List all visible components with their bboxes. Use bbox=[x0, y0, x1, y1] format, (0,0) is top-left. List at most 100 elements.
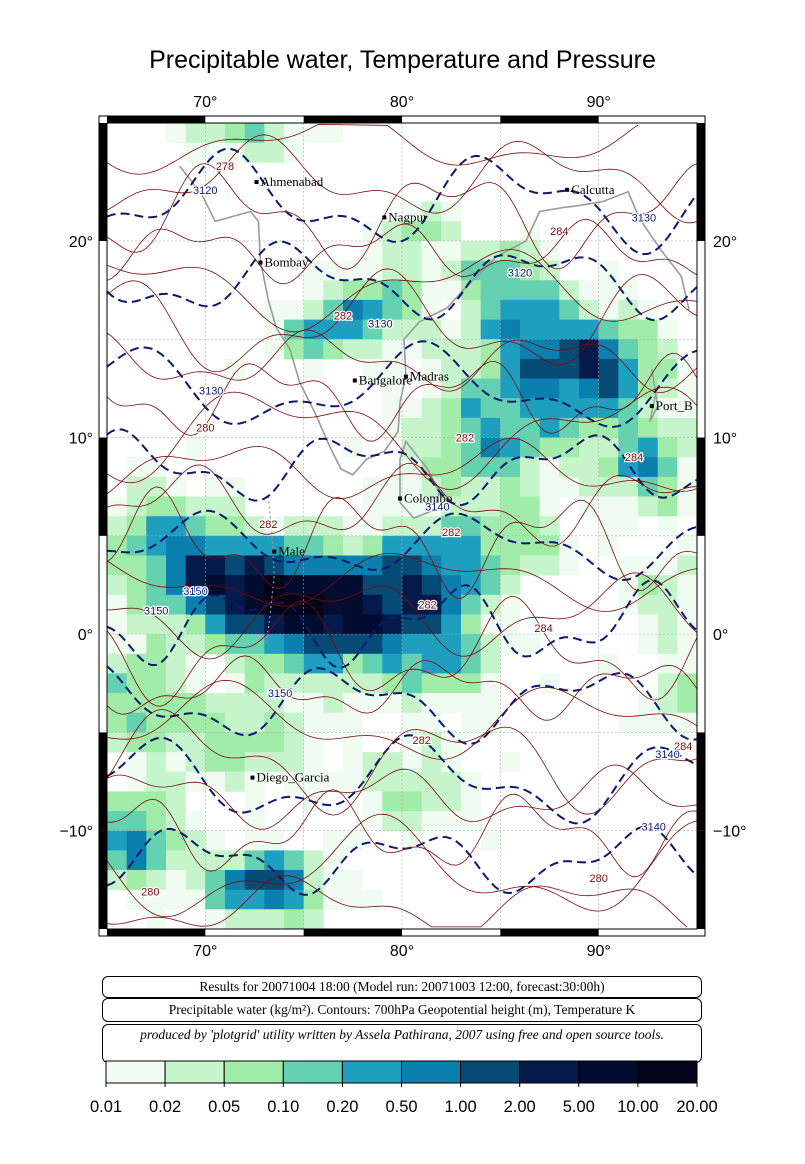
pw-cell bbox=[323, 850, 344, 871]
contour-label: 284 bbox=[625, 452, 643, 464]
pw-cell bbox=[264, 535, 285, 556]
temperature-contour bbox=[106, 163, 698, 270]
pw-cell bbox=[107, 693, 128, 714]
pw-cell bbox=[441, 241, 462, 262]
pw-cell bbox=[107, 791, 128, 812]
pw-cell bbox=[657, 496, 678, 517]
pw-cell bbox=[244, 909, 265, 930]
pw-cell bbox=[185, 437, 206, 458]
pw-cell bbox=[343, 830, 364, 851]
pw-cell bbox=[362, 299, 383, 320]
contour-label: 284 bbox=[534, 623, 552, 635]
pw-cell bbox=[461, 457, 482, 478]
pw-cell bbox=[225, 752, 246, 773]
temperature-contour bbox=[106, 813, 698, 918]
colorbar-label: 5.00 bbox=[563, 1098, 595, 1116]
frame-bar bbox=[99, 123, 107, 241]
frame-bar bbox=[303, 929, 402, 936]
pw-cell bbox=[618, 476, 639, 497]
pw-cell bbox=[461, 516, 482, 537]
pw-cell bbox=[598, 653, 619, 674]
pw-cell bbox=[657, 634, 678, 655]
pw-cell bbox=[146, 850, 167, 871]
colorbar-swatch bbox=[401, 1060, 462, 1084]
contour-label: 282 bbox=[259, 519, 277, 531]
pw-cell bbox=[225, 575, 246, 596]
pw-cell bbox=[421, 280, 442, 301]
pw-cell bbox=[402, 752, 423, 773]
pw-cell bbox=[402, 339, 423, 360]
pw-cell bbox=[166, 771, 187, 792]
pw-cell bbox=[677, 437, 698, 458]
temperature-contour bbox=[106, 218, 698, 285]
pw-cell bbox=[343, 614, 364, 635]
pw-cell bbox=[677, 673, 698, 694]
coast-andaman bbox=[649, 368, 659, 423]
city-label: Ahmenabad bbox=[261, 174, 324, 189]
pw-cell bbox=[520, 358, 541, 379]
pw-cell bbox=[126, 791, 147, 812]
pw-cell bbox=[382, 358, 403, 379]
city-label: Bangalore bbox=[359, 373, 413, 388]
pw-cell bbox=[146, 811, 167, 832]
pw-cell bbox=[362, 811, 383, 832]
pw-cell bbox=[677, 614, 698, 635]
pw-cell bbox=[126, 811, 147, 832]
legend-description: Precipitable water (kg/m²). Contours: 70… bbox=[168, 1002, 636, 1017]
height-contour bbox=[106, 825, 698, 896]
pw-cell bbox=[559, 319, 580, 340]
pw-cell bbox=[421, 457, 442, 478]
pw-cell bbox=[539, 437, 560, 458]
pw-cell bbox=[264, 634, 285, 655]
pw-cell bbox=[382, 260, 403, 281]
pw-cell bbox=[284, 299, 305, 320]
colorbar-labels: 0.01 0.02 0.05 0.10 0.20 0.50 1.00 2.00 5.00 10.0… bbox=[90, 1098, 718, 1116]
pw-cell bbox=[461, 476, 482, 497]
pw-cell bbox=[185, 771, 206, 792]
pw-cell bbox=[657, 378, 678, 399]
pw-cell bbox=[500, 594, 521, 615]
pw-cell bbox=[146, 634, 167, 655]
temperature-contour bbox=[106, 596, 698, 707]
pw-cell bbox=[421, 476, 442, 497]
pw-cell bbox=[205, 870, 226, 891]
pw-cell bbox=[225, 535, 246, 556]
pw-cell bbox=[441, 201, 462, 222]
pw-cell bbox=[244, 732, 265, 753]
colorbar-label: 1.00 bbox=[445, 1098, 477, 1116]
pw-cell bbox=[362, 575, 383, 596]
pw-cell bbox=[126, 575, 147, 596]
contour-label: 282 bbox=[334, 311, 352, 323]
contour-label: 282 bbox=[442, 527, 460, 539]
pw-cell bbox=[638, 339, 659, 360]
city-marker bbox=[565, 187, 570, 192]
pw-cell bbox=[185, 870, 206, 891]
pw-cell bbox=[244, 653, 265, 674]
pw-cell bbox=[264, 889, 285, 910]
pw-cell bbox=[382, 752, 403, 773]
frame-bar bbox=[99, 437, 107, 536]
pw-cell bbox=[638, 299, 659, 320]
pw-cell bbox=[225, 653, 246, 674]
temperature-contour bbox=[106, 386, 698, 490]
pw-cell bbox=[598, 299, 619, 320]
pw-cell bbox=[598, 378, 619, 399]
pw-cell bbox=[539, 496, 560, 517]
pw-cell bbox=[244, 614, 265, 635]
pw-cell bbox=[441, 693, 462, 714]
pw-cell bbox=[146, 516, 167, 537]
pw-cell bbox=[618, 712, 639, 733]
colorbar-label: 0.05 bbox=[208, 1098, 240, 1116]
city-marker bbox=[403, 374, 408, 379]
pw-cell bbox=[362, 241, 383, 262]
pw-cell bbox=[500, 358, 521, 379]
pw-cell bbox=[461, 555, 482, 576]
pw-cell bbox=[421, 752, 442, 773]
pw-cell bbox=[402, 555, 423, 576]
colorbar-swatch bbox=[637, 1060, 698, 1084]
colorbar-label: 20.00 bbox=[676, 1098, 717, 1116]
pw-cell bbox=[579, 339, 600, 360]
pw-cell bbox=[421, 732, 442, 753]
pw-cell bbox=[421, 221, 442, 242]
temperature-contour bbox=[106, 437, 698, 500]
